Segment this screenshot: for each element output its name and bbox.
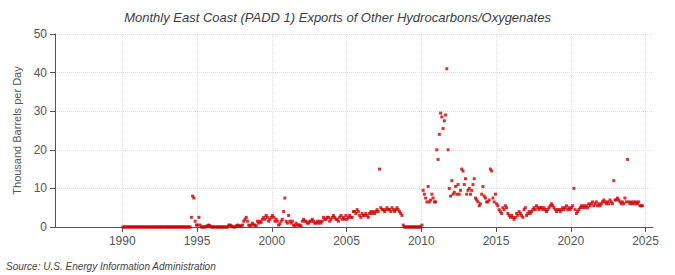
svg-text:Monthly East Coast (PADD 1) Ex: Monthly East Coast (PADD 1) Exports of O…	[124, 10, 551, 25]
svg-text:2005: 2005	[333, 234, 360, 248]
svg-text:Thousand Barrels per Day: Thousand Barrels per Day	[11, 66, 23, 195]
svg-text:2000: 2000	[258, 234, 285, 248]
svg-text:2020: 2020	[557, 234, 584, 248]
svg-text:1990: 1990	[109, 234, 136, 248]
svg-text:40: 40	[34, 66, 48, 80]
svg-text:2025: 2025	[632, 234, 659, 248]
svg-text:2010: 2010	[408, 234, 435, 248]
svg-text:30: 30	[34, 104, 48, 118]
svg-text:Source: U.S. Energy Informatio: Source: U.S. Energy Information Administ…	[6, 261, 216, 272]
svg-text:20: 20	[34, 143, 48, 157]
svg-text:2015: 2015	[483, 234, 510, 248]
svg-text:10: 10	[34, 181, 48, 195]
svg-text:0: 0	[40, 220, 47, 234]
svg-text:1995: 1995	[184, 234, 211, 248]
svg-text:50: 50	[34, 27, 48, 41]
